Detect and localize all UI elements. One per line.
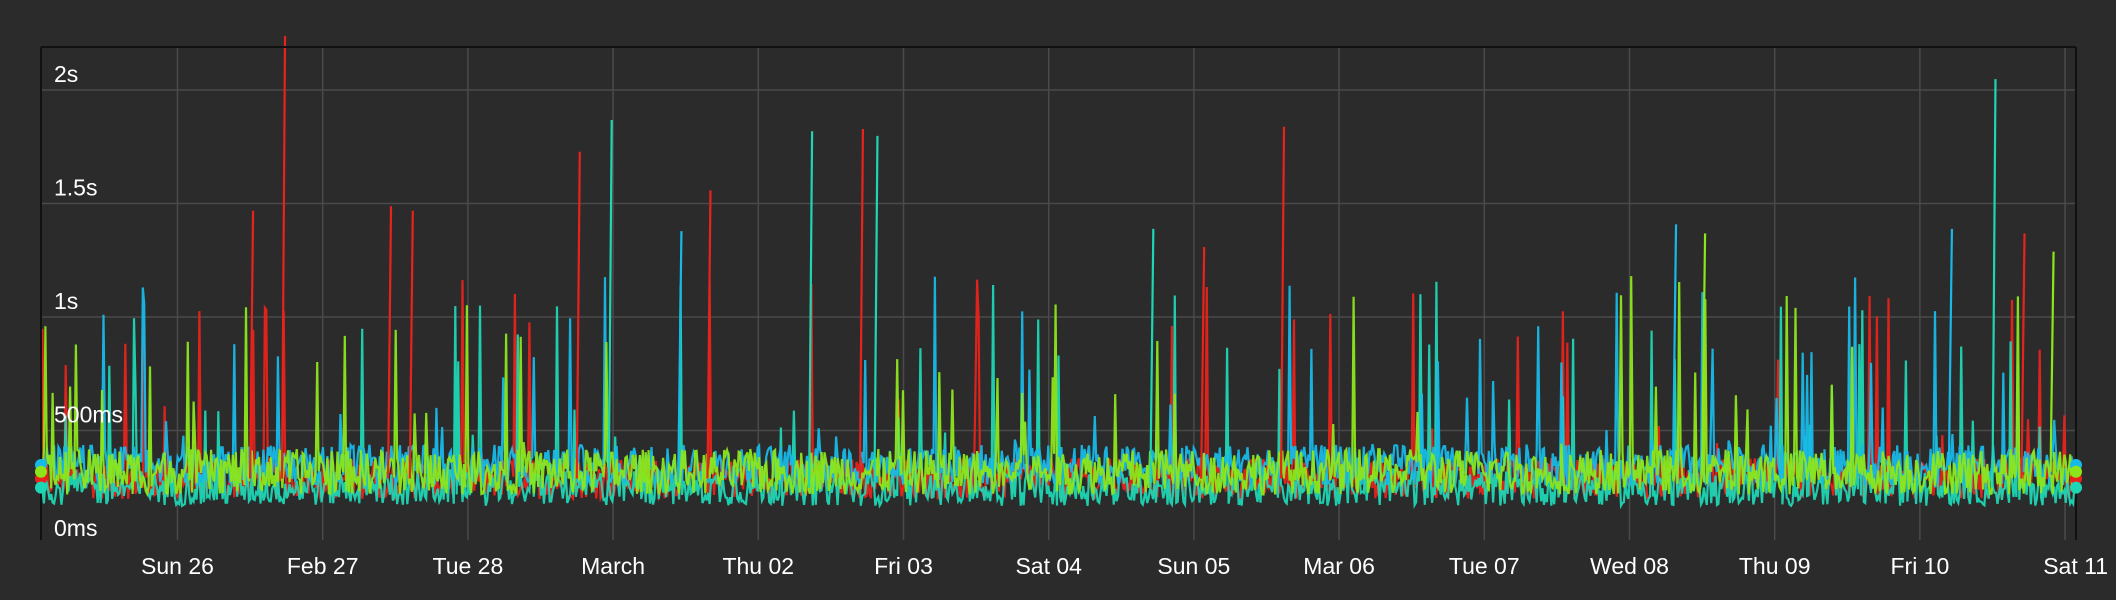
axes bbox=[35, 46, 2082, 540]
series-end-dot bbox=[2070, 465, 2082, 478]
y-tick-label: 2s bbox=[54, 61, 78, 87]
spike-mark bbox=[1279, 126, 1286, 479]
spike-mark bbox=[1700, 233, 1707, 472]
y-tick-label: 500ms bbox=[54, 402, 123, 428]
x-tick-label: Fri 10 bbox=[1890, 553, 1949, 579]
x-tick-label: Sun 05 bbox=[1157, 553, 1230, 579]
spike-mark bbox=[248, 210, 255, 479]
y-tick-label: 1s bbox=[54, 288, 78, 314]
spike-mark bbox=[607, 119, 613, 488]
spike-mark bbox=[1947, 228, 1954, 465]
x-tick-labels: Sun 26 Feb 27 Tue 28 March Thu 02 Fri 03 Sat 0… bbox=[141, 553, 2108, 579]
series-start-dot bbox=[35, 465, 47, 478]
spike-mark bbox=[1149, 228, 1155, 488]
series-start-dot bbox=[35, 481, 47, 494]
x-tick-label: Feb 27 bbox=[287, 553, 359, 579]
x-tick-label: Sun 26 bbox=[141, 553, 214, 579]
spike-mark bbox=[858, 129, 865, 479]
spike-mark bbox=[706, 190, 712, 479]
spike-mark bbox=[575, 151, 581, 479]
spike-mark bbox=[677, 231, 683, 465]
x-tick-label: Tue 28 bbox=[433, 553, 504, 579]
y-tick-label: 1.5s bbox=[54, 175, 97, 201]
x-tick-label: Fri 03 bbox=[874, 553, 933, 579]
x-tick-label: Tue 07 bbox=[1449, 553, 1520, 579]
series-layer bbox=[39, 276, 2078, 510]
x-tick-label: Thu 09 bbox=[1739, 553, 1811, 579]
x-tick-label: March bbox=[581, 553, 645, 579]
x-tick-label: Sat 04 bbox=[1015, 553, 1082, 579]
x-tick-label: Thu 02 bbox=[722, 553, 794, 579]
spike-mark bbox=[386, 206, 393, 479]
spike-mark bbox=[808, 131, 814, 488]
spike-mark bbox=[873, 135, 879, 488]
spike-layer bbox=[248, 35, 2055, 488]
spike-mark bbox=[1671, 224, 1678, 465]
spike-mark bbox=[1200, 247, 1206, 479]
series-end-dot bbox=[2070, 481, 2082, 494]
spike-mark bbox=[280, 35, 287, 479]
spike-mark bbox=[1991, 79, 1997, 488]
spike-mark bbox=[408, 210, 414, 479]
x-tick-label: Sat 11 bbox=[2043, 553, 2108, 579]
spike-mark bbox=[2020, 233, 2026, 479]
x-tick-label: Wed 08 bbox=[1590, 553, 1669, 579]
y-tick-labels: 0ms 500ms 1s 1.5s 2s bbox=[54, 61, 123, 541]
x-tick-label: Mar 06 bbox=[1303, 553, 1375, 579]
series-line bbox=[39, 276, 2078, 498]
y-tick-label: 0ms bbox=[54, 515, 97, 541]
spike-mark bbox=[2049, 251, 2055, 472]
